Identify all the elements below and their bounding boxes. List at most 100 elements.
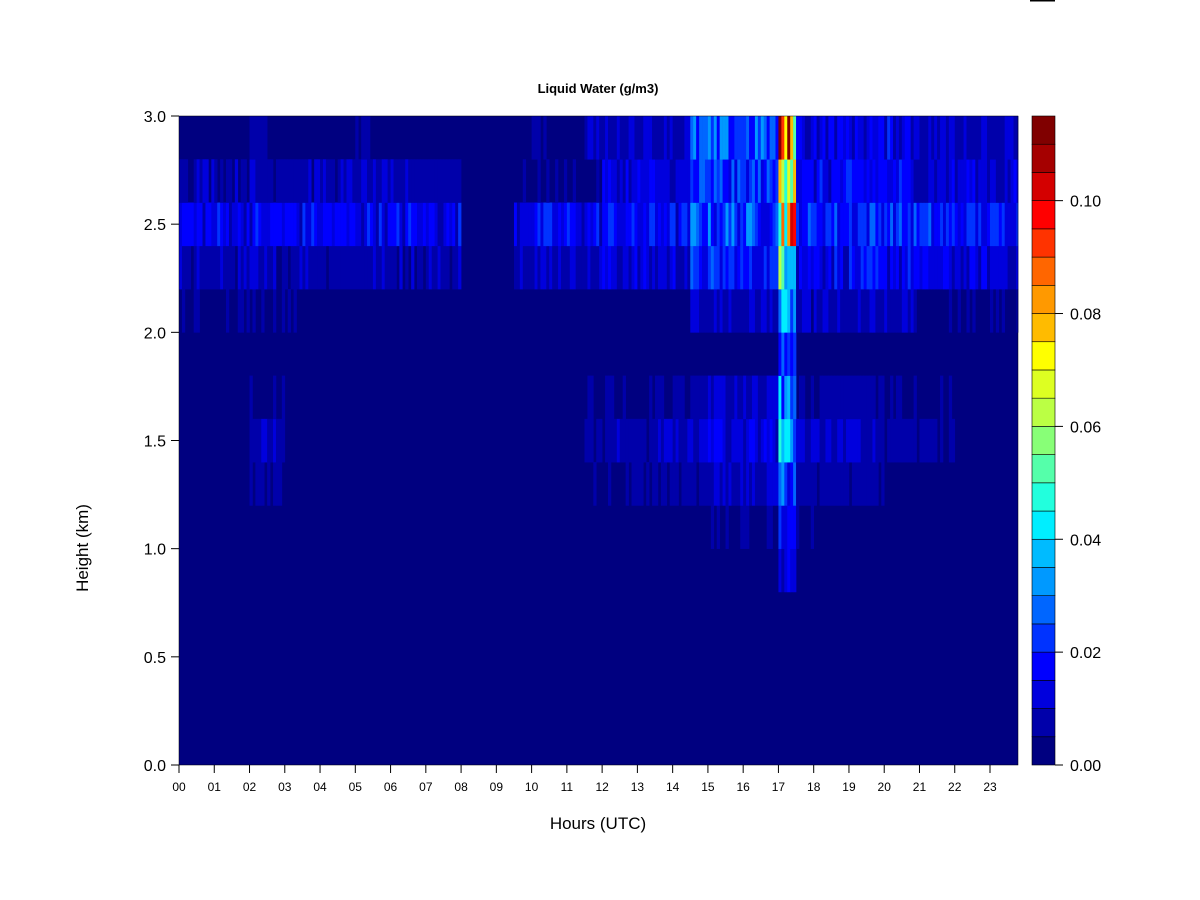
heatmap-cell xyxy=(657,159,662,203)
heatmap-cell xyxy=(942,202,947,247)
heatmap-cell xyxy=(211,202,215,247)
heatmap-cell xyxy=(848,375,853,420)
heatmap-cell xyxy=(854,245,859,290)
heatmap-cell xyxy=(807,418,812,463)
heatmap-cell xyxy=(866,202,870,247)
heatmap-cell xyxy=(560,245,565,290)
heatmap-cell xyxy=(634,418,638,463)
heatmap-cell xyxy=(837,116,841,160)
colorbar-swatch xyxy=(1031,228,1056,258)
heatmap-cell xyxy=(181,159,186,203)
heatmap-cell xyxy=(716,289,720,333)
heatmap-cell xyxy=(590,418,594,463)
heatmap-cell xyxy=(534,202,538,247)
heatmap-cell xyxy=(540,202,544,247)
heatmap-cell xyxy=(193,289,197,333)
heatmap-cell xyxy=(766,202,770,247)
heatmap-cell xyxy=(772,375,776,420)
heatmap-cell xyxy=(734,462,738,506)
heatmap-cell xyxy=(181,289,186,333)
heatmap-cell xyxy=(519,245,524,290)
heatmap-cells xyxy=(179,116,1019,765)
heatmap-cell xyxy=(311,245,315,290)
heatmap-cell xyxy=(690,418,694,463)
heatmap-cell xyxy=(331,245,336,290)
heatmap-cell xyxy=(252,289,256,333)
heatmap-cell xyxy=(740,245,744,290)
heatmap-cell xyxy=(919,202,923,247)
heatmap-cell xyxy=(243,245,247,290)
heatmap-cell xyxy=(837,375,841,420)
heatmap-cell xyxy=(252,418,256,463)
heatmap-cell xyxy=(713,159,718,203)
heatmap-cell xyxy=(757,418,762,463)
heatmap-cell xyxy=(190,202,194,247)
heatmap-cell xyxy=(751,375,756,420)
heatmap-cell xyxy=(734,202,738,247)
heatmap-cell xyxy=(843,116,847,160)
heatmap-cell xyxy=(763,159,767,203)
heatmap-cell xyxy=(234,159,239,203)
heatmap-cell xyxy=(922,159,926,203)
heatmap-cell xyxy=(422,202,427,247)
heatmap-cell xyxy=(349,245,353,290)
heatmap-cell xyxy=(367,159,371,203)
heatmap-cell xyxy=(869,245,873,290)
heatmap-cell xyxy=(572,202,576,247)
x-tick-label: 22 xyxy=(948,780,962,794)
heatmap-cell xyxy=(716,159,720,203)
heatmap-cell xyxy=(513,202,518,247)
y-axis-label: Height (km) xyxy=(73,504,92,592)
heatmap-cell xyxy=(854,202,859,247)
heatmap-cell xyxy=(381,159,385,203)
heatmap-cell xyxy=(787,375,791,420)
heatmap-cell xyxy=(728,202,732,247)
heatmap-cell xyxy=(834,202,838,247)
heatmap-cell xyxy=(840,116,844,160)
heatmap-cell xyxy=(854,116,859,160)
heatmap-cell xyxy=(731,462,735,506)
heatmap-cell xyxy=(340,202,344,247)
heatmap-cell xyxy=(663,116,668,160)
heatmap-cell xyxy=(910,418,914,463)
x-tick-label: 17 xyxy=(772,780,786,794)
heatmap-cell xyxy=(992,202,997,247)
heatmap-cell xyxy=(696,159,700,203)
heatmap-cell xyxy=(1016,289,1019,333)
heatmap-cell xyxy=(751,116,756,160)
heatmap-cell xyxy=(702,202,706,247)
heatmap-cell xyxy=(299,159,303,203)
heatmap-cell xyxy=(945,202,950,247)
heatmap-cell xyxy=(828,375,832,420)
heatmap-cell xyxy=(831,116,835,160)
heatmap-cell xyxy=(672,202,676,247)
heatmap-cell xyxy=(848,116,853,160)
heatmap-cell xyxy=(531,116,535,160)
heatmap-cell xyxy=(772,418,776,463)
heatmap-cell xyxy=(660,418,665,463)
heatmap-cell xyxy=(264,202,268,247)
heatmap-cell xyxy=(672,418,676,463)
heatmap-cell xyxy=(866,245,870,290)
heatmap-cell xyxy=(278,159,283,203)
heatmap-cell xyxy=(602,159,606,203)
heatmap-cell xyxy=(593,462,597,506)
heatmap-cell xyxy=(787,462,791,506)
heatmap-cell xyxy=(393,202,397,247)
heatmap-cell xyxy=(898,116,903,160)
heatmap-cell xyxy=(725,202,729,247)
heatmap-cell xyxy=(719,289,723,333)
heatmap-cell xyxy=(226,245,230,290)
heatmap-cell xyxy=(622,375,626,420)
heatmap-cell xyxy=(352,245,356,290)
heatmap-cell xyxy=(396,159,400,203)
heatmap-cell xyxy=(1007,116,1011,160)
heatmap-cell xyxy=(822,202,826,247)
heatmap-cell xyxy=(963,245,967,290)
heatmap-cell xyxy=(725,418,729,463)
heatmap-cell xyxy=(625,202,629,247)
heatmap-cell xyxy=(716,505,720,549)
heatmap-cell xyxy=(769,462,773,506)
heatmap-cell xyxy=(608,202,612,247)
heatmap-cell xyxy=(560,202,565,247)
